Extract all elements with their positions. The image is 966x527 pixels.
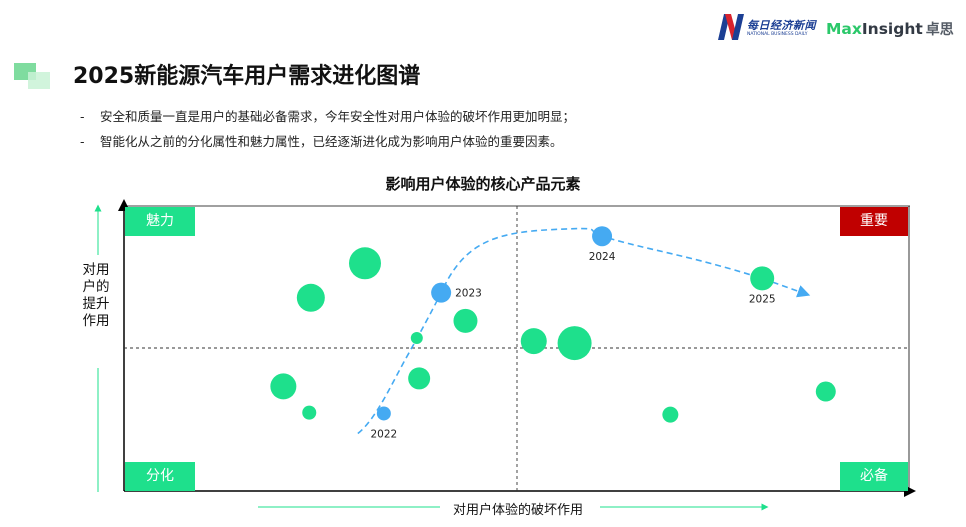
element-point-6: [270, 373, 297, 400]
element-point-9: [662, 406, 679, 423]
element-point-7: [408, 367, 431, 390]
bullet-text: 安全和质量一直是用户的基础必备需求，今年安全性对用户体验的破坏作用更加明显；: [100, 109, 576, 124]
quadrant-label-bottom-left: 分化: [125, 462, 195, 491]
nbd-logo: 每日经济新闻 NATIONAL BUSINESS DAILY: [716, 12, 820, 44]
element-point-1: [296, 283, 325, 312]
trajectory-point-2023: [431, 282, 452, 303]
element-point-10: [815, 381, 836, 402]
bullet-text: 智能化从之前的分化属性和魅力属性，已经逐渐进化成为影响用户体验的重要因素。: [100, 134, 563, 149]
chart-title: 影响用户体验的核心产品元素: [385, 175, 581, 193]
bullet-dash: -: [80, 134, 85, 149]
page-title: 2025新能源汽车用户需求进化图谱: [73, 64, 421, 89]
trajectory-label-2023: 2023: [455, 288, 482, 300]
title-decoration-icon: [14, 63, 50, 89]
trajectory-label-2025: 2025: [749, 293, 776, 305]
element-point-0: [348, 247, 381, 280]
nbd-logo-mark-icon: [718, 14, 744, 40]
trajectory-point-2022: [376, 406, 391, 421]
element-point-3: [410, 331, 423, 344]
element-point-8: [302, 405, 317, 420]
elements-layer: [270, 247, 836, 423]
element-point-2: [453, 308, 478, 333]
maxinsight-logo-insight: Insight: [861, 20, 923, 38]
y-axis-label: 对用户的提升作用: [82, 262, 110, 329]
trajectory-label-2024: 2024: [589, 251, 616, 263]
bullet-dash: -: [80, 109, 85, 124]
maxinsight-logo-max: Max: [826, 20, 862, 38]
quadrant-label-top-right: 重要: [840, 207, 908, 236]
maxinsight-logo: MaxInsight 卓思: [826, 19, 954, 41]
maxinsight-logo-cn: 卓思: [925, 22, 954, 38]
nbd-logo-cn: 每日经济新闻: [747, 19, 816, 32]
quadrant-label-bottom-right: 必备: [840, 462, 908, 491]
trajectory-point-2024: [592, 226, 613, 247]
element-point-4: [557, 326, 592, 361]
x-axis-label: 对用户体验的破坏作用: [452, 503, 583, 518]
trajectory-layer: 2022 2023 2024 2025: [370, 226, 776, 440]
trajectory-path: [357, 227, 811, 435]
element-point-5: [520, 328, 547, 355]
element-point-11: [750, 266, 775, 291]
nbd-logo-en: NATIONAL BUSINESS DAILY: [747, 32, 808, 37]
quadrant-label-top-left: 魅力: [125, 207, 195, 236]
trajectory-label-2022: 2022: [370, 428, 397, 440]
